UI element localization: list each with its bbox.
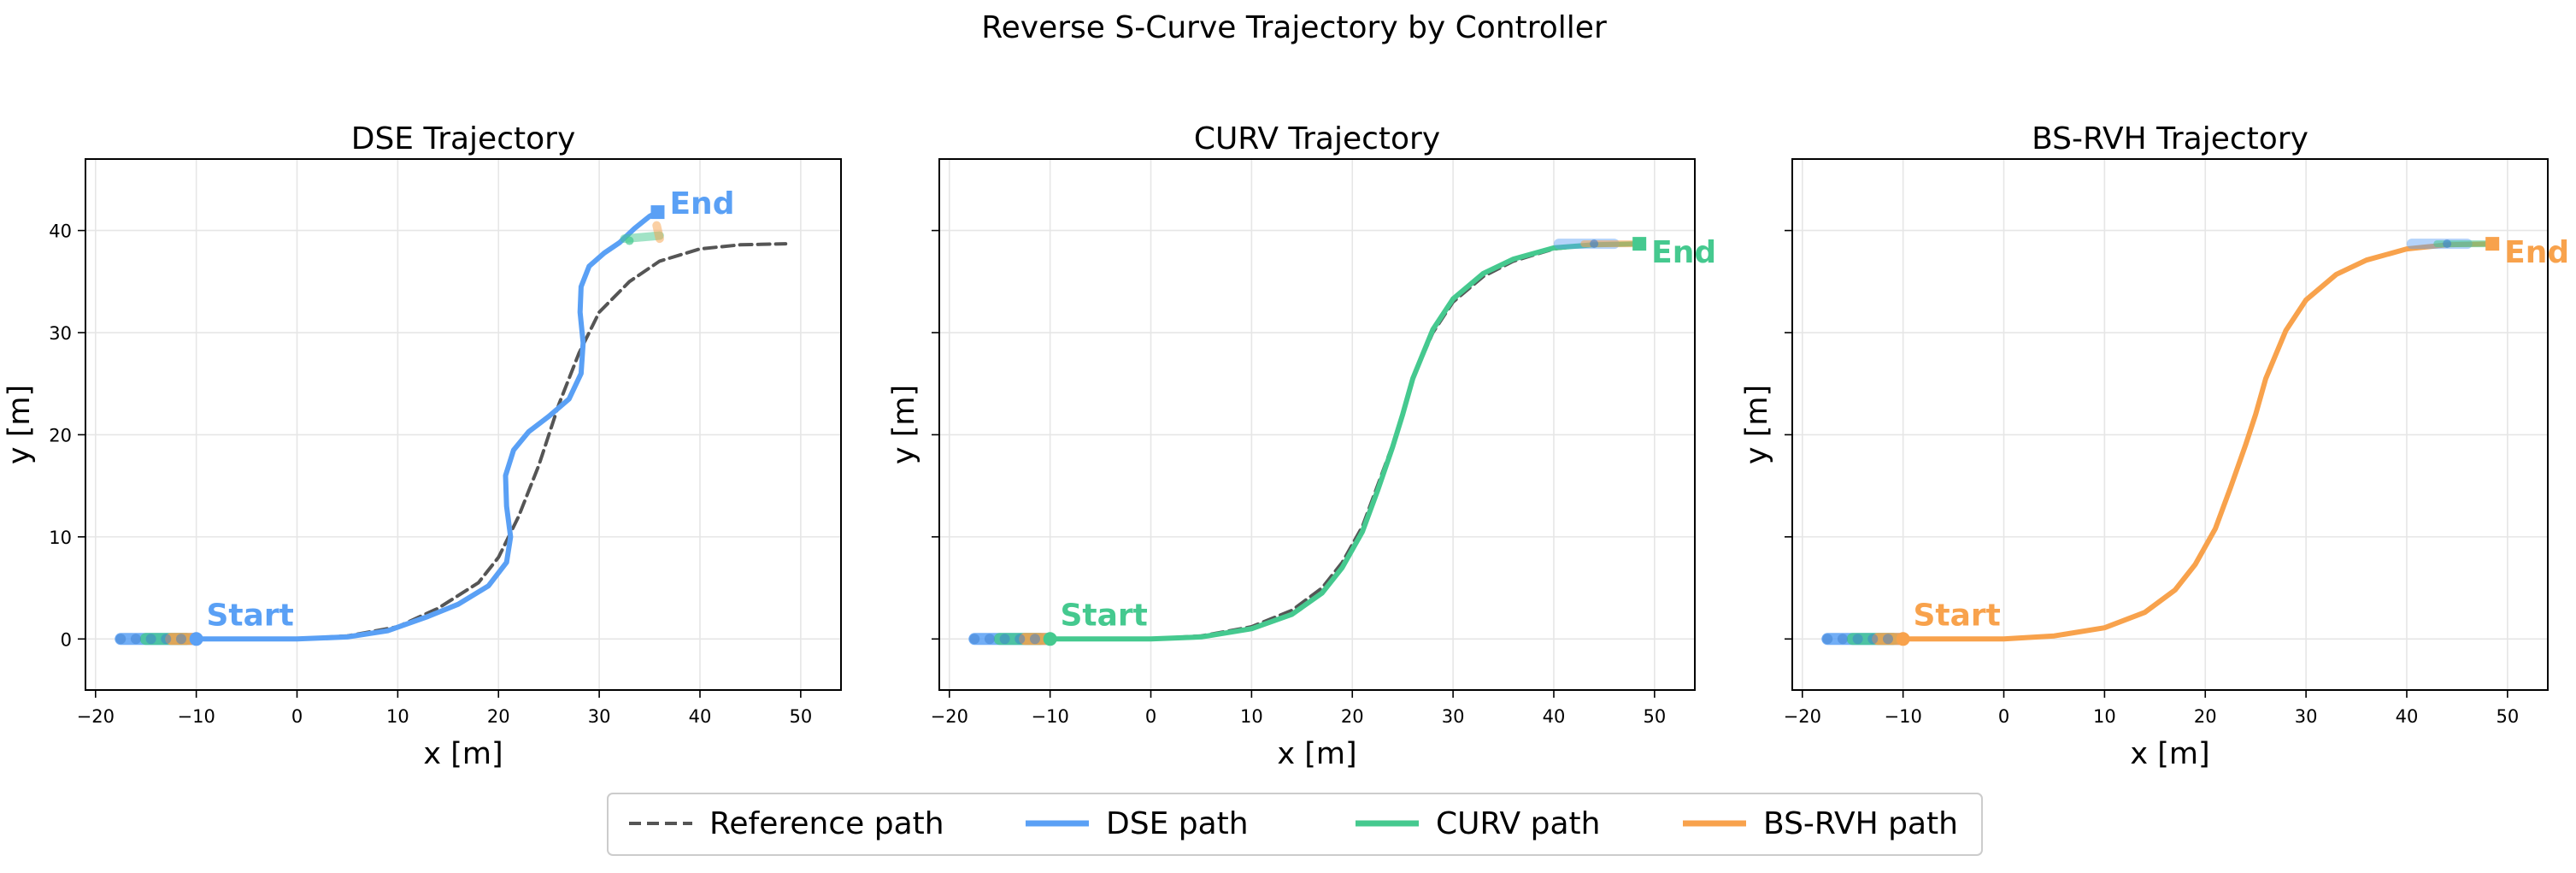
start-cluster-point xyxy=(130,634,141,645)
x-tick-label: −10 xyxy=(1884,706,1921,727)
y-tick-label: 30 xyxy=(49,323,72,344)
start-cluster-point xyxy=(1029,634,1040,645)
series-line-dse-path xyxy=(193,209,661,642)
start-marker-cluster xyxy=(1821,632,1910,646)
x-axis-label: x [m] xyxy=(1277,737,1356,771)
x-axis-label: x [m] xyxy=(423,737,503,771)
chart-title: DSE Trajectory xyxy=(351,121,576,156)
x-tick-label: 50 xyxy=(789,706,812,727)
series-line-reference-path xyxy=(1048,242,1642,641)
chart-panel-1: −20 −10 0 10 20 30 40 50 0 10 20 30 40 Start End DSE Tr… xyxy=(3,121,842,771)
start-cluster-point xyxy=(145,634,156,645)
start-label: Start xyxy=(1913,598,2000,633)
legend-label-3: CURV path xyxy=(1436,806,1600,841)
end-marker-cluster xyxy=(620,205,665,245)
x-tick-label: −20 xyxy=(77,706,115,727)
start-cluster-point xyxy=(999,634,1010,645)
start-cluster-point xyxy=(1867,634,1879,645)
x-tick-label: 30 xyxy=(1442,706,1465,727)
x-tick-label: −10 xyxy=(177,706,215,727)
y-tick-label: 10 xyxy=(49,528,72,548)
x-tick-label: 10 xyxy=(2093,706,2116,727)
start-point xyxy=(189,632,203,646)
x-tick-label: 10 xyxy=(386,706,409,727)
figure-suptitle: Reverse S-Curve Trajectory by Controller xyxy=(981,10,1607,45)
x-tick-label: 40 xyxy=(2396,706,2419,727)
series-line-reference-path xyxy=(194,242,788,641)
start-cluster-point xyxy=(115,634,126,645)
end-cluster-point xyxy=(2443,239,2452,249)
end-marker-cluster xyxy=(2406,237,2500,251)
start-label: Start xyxy=(206,598,293,633)
end-point xyxy=(1632,237,1647,251)
x-tick-label: 0 xyxy=(1998,706,2009,727)
start-label: Start xyxy=(1060,598,1147,633)
start-point xyxy=(1043,632,1057,646)
y-tick-label: 20 xyxy=(49,425,72,445)
x-tick-label: 20 xyxy=(487,706,510,727)
end-point xyxy=(650,205,665,220)
x-tick-label: 30 xyxy=(2295,706,2318,727)
end-label: End xyxy=(669,186,734,221)
series-line-bs-rvh-path xyxy=(1900,241,2496,642)
end-label: End xyxy=(1651,235,1716,270)
x-tick-label: −10 xyxy=(1031,706,1068,727)
y-axis-label: y [m] xyxy=(1740,385,1774,464)
x-tick-label: 50 xyxy=(1643,706,1666,727)
x-axis-label: x [m] xyxy=(2130,737,2209,771)
end-cluster-point xyxy=(1590,239,1599,249)
start-cluster-point xyxy=(161,634,172,645)
end-label: End xyxy=(2504,235,2569,270)
start-cluster-point xyxy=(1822,634,1833,645)
axes-frame xyxy=(1791,158,2549,691)
x-tick-label: 40 xyxy=(1543,706,1566,727)
end-cluster-orange xyxy=(652,221,664,244)
end-point xyxy=(2485,237,2500,251)
x-tick-label: 50 xyxy=(2496,706,2519,727)
start-marker-cluster xyxy=(968,632,1057,646)
chart-title: BS-RVH Trajectory xyxy=(2032,121,2308,156)
start-point xyxy=(1896,632,1910,646)
legend-label-4: BS-RVH path xyxy=(1763,806,1958,841)
chart-panel-3: −20 −10 0 10 20 30 40 50 Start End BS-RVH Trajecto… xyxy=(1740,121,2569,771)
start-cluster-point xyxy=(1882,634,1893,645)
legend-frame xyxy=(607,793,1983,856)
x-tick-label: 20 xyxy=(1341,706,1364,727)
legend-label-1: Reference path xyxy=(709,806,944,841)
grid xyxy=(1792,159,2548,690)
end-marker-cluster xyxy=(1553,237,1647,251)
x-tick-label: −20 xyxy=(931,706,968,727)
x-tick-label: 40 xyxy=(689,706,712,727)
grid xyxy=(85,159,841,690)
start-cluster-point xyxy=(984,634,995,645)
axes-frame xyxy=(938,158,1696,691)
chart-panel-2: −20 −10 0 10 20 30 40 50 Start End CURV Trajectory… xyxy=(887,121,1716,771)
series-line-curv-path xyxy=(1047,241,1643,642)
chart-title: CURV Trajectory xyxy=(1194,121,1440,156)
legend-label-2: DSE path xyxy=(1106,806,1249,841)
start-cluster-point xyxy=(1015,634,1026,645)
y-axis-label: y [m] xyxy=(3,385,37,464)
y-tick-label: 0 xyxy=(61,629,72,650)
x-tick-label: 10 xyxy=(1240,706,1263,727)
axes-frame xyxy=(85,158,842,691)
start-marker-cluster xyxy=(115,632,203,646)
y-axis-label: y [m] xyxy=(887,385,921,464)
start-cluster-point xyxy=(1837,634,1848,645)
x-tick-label: 0 xyxy=(291,706,303,727)
start-cluster-point xyxy=(175,634,186,645)
y-tick-label: 40 xyxy=(49,221,72,242)
end-cluster-point xyxy=(625,236,634,245)
legend: Reference path DSE path CURV path BS-RVH pa… xyxy=(607,793,1983,856)
x-tick-label: 0 xyxy=(1145,706,1156,727)
x-tick-label: −20 xyxy=(1784,706,1821,727)
x-tick-label: 20 xyxy=(2194,706,2217,727)
start-cluster-point xyxy=(969,634,980,645)
x-tick-label: 30 xyxy=(588,706,611,727)
start-cluster-point xyxy=(1852,634,1863,645)
